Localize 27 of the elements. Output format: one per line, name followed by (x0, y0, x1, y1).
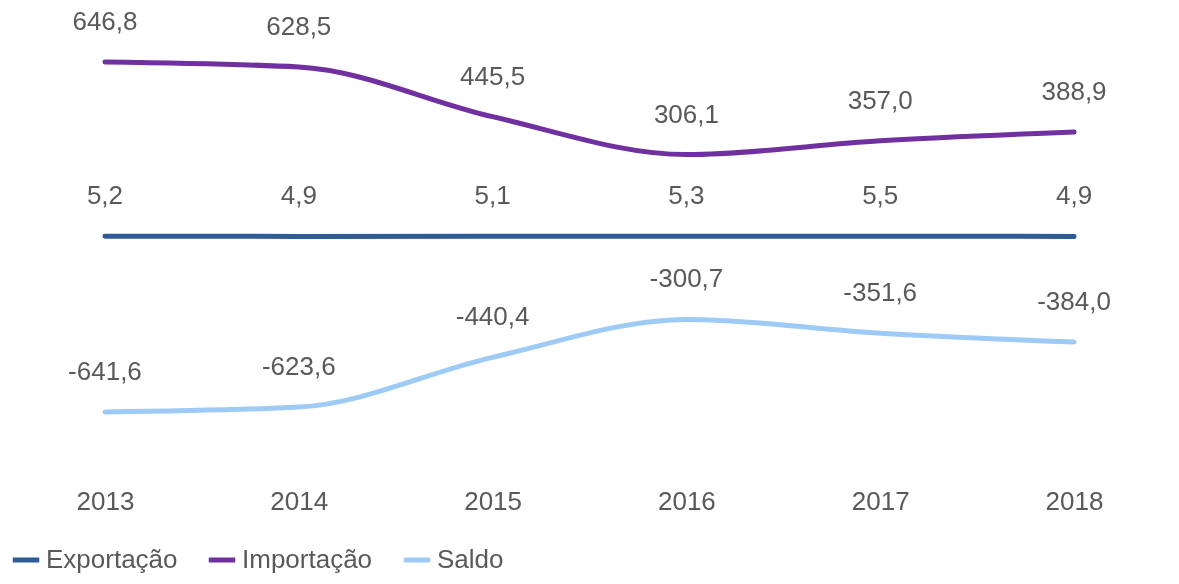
x-tick-label: 2018 (1045, 485, 1104, 516)
data-label: 628,5 (266, 10, 332, 41)
data-label: 5,3 (668, 180, 705, 211)
x-tick-label: 2014 (270, 485, 329, 516)
x-tick-label: 2016 (657, 485, 716, 516)
data-label: -641,6 (68, 356, 142, 386)
x-tick-label: 2013 (76, 485, 135, 516)
data-label: 646,8 (72, 6, 138, 36)
legend-label: Importação (242, 544, 373, 574)
data-label: 5,5 (862, 180, 899, 211)
data-label: 357,0 (847, 84, 913, 115)
legend-label: Saldo (437, 544, 504, 574)
data-label: 445,5 (460, 60, 526, 91)
data-label: 5,2 (86, 180, 124, 211)
data-label: -351,6 (843, 277, 918, 308)
x-tick-label: 2015 (464, 485, 523, 516)
data-label: -384,0 (1037, 286, 1111, 317)
data-label: -300,7 (649, 263, 724, 294)
data-label: 4,9 (1055, 180, 1093, 211)
data-label: 388,9 (1041, 76, 1107, 107)
data-label: 306,1 (653, 98, 719, 129)
data-label: -623,6 (261, 351, 336, 382)
data-label: -440,4 (455, 301, 530, 332)
data-label: 4,9 (280, 180, 317, 211)
data-label: 5,1 (474, 180, 511, 211)
x-tick-label: 2017 (851, 485, 910, 516)
legend-label: Exportação (46, 544, 178, 574)
